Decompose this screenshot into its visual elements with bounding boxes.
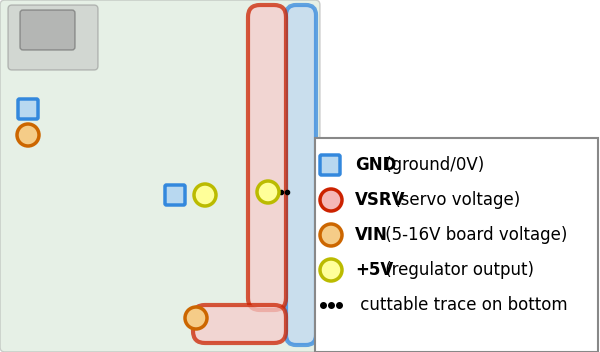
FancyBboxPatch shape [165,185,185,205]
FancyBboxPatch shape [8,5,98,70]
FancyBboxPatch shape [193,305,286,343]
Text: cuttable trace on bottom: cuttable trace on bottom [355,296,568,314]
FancyBboxPatch shape [286,5,316,345]
Circle shape [194,184,216,206]
Text: (regulator output): (regulator output) [380,261,535,279]
Circle shape [257,181,279,203]
Circle shape [17,124,39,146]
FancyBboxPatch shape [320,155,340,175]
Circle shape [320,259,342,281]
Circle shape [185,307,207,329]
Text: +5V: +5V [355,261,393,279]
FancyBboxPatch shape [0,0,320,352]
Text: VIN: VIN [355,226,388,244]
FancyBboxPatch shape [248,5,286,310]
Circle shape [320,224,342,246]
Text: (servo voltage): (servo voltage) [389,191,520,209]
FancyBboxPatch shape [20,10,75,50]
Text: (ground/0V): (ground/0V) [380,156,485,174]
Text: GND: GND [355,156,397,174]
Text: (5-16V board voltage): (5-16V board voltage) [380,226,568,244]
Bar [315,138,598,352]
Circle shape [320,189,342,211]
FancyBboxPatch shape [18,99,38,119]
Text: VSRV: VSRV [355,191,406,209]
